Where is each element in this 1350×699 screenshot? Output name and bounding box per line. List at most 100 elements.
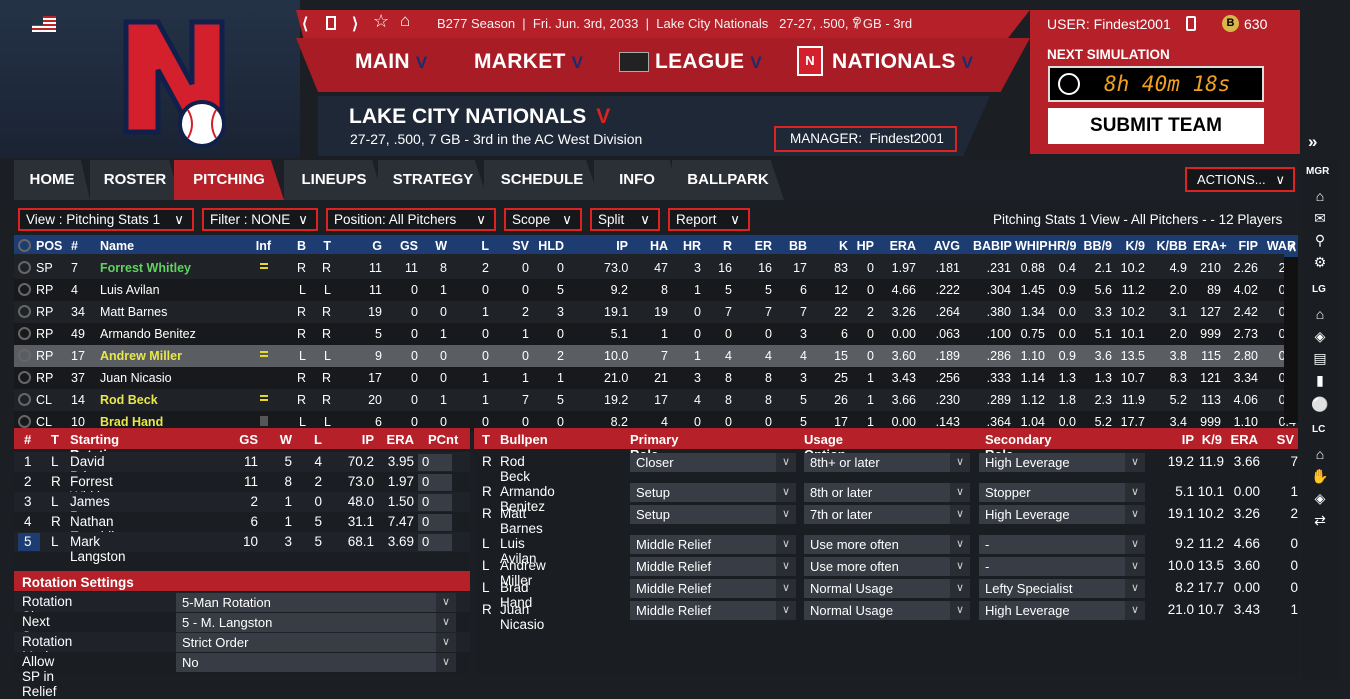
secondary-role-dropdown[interactable]: Lefty Specialist <box>979 579 1145 598</box>
tab-lineups[interactable]: LINEUPS <box>284 160 384 200</box>
secondary-role-dropdown[interactable]: Stopper <box>979 483 1145 502</box>
usage-option-dropdown[interactable]: 8th or later <box>804 483 970 502</box>
table-row[interactable]: SP 7 Forrest Whitley R R 11 11 8 2 0 0 73.0 47 3 16 16 1… <box>14 257 1296 279</box>
split-dropdown[interactable]: Split ∨ <box>590 208 660 231</box>
bullpen-cell-k9: 11.9 <box>1198 454 1224 469</box>
report-dropdown[interactable]: Report ∨ <box>668 208 750 231</box>
tab-schedule[interactable]: SCHEDULE <box>484 160 600 200</box>
pitch-count-input[interactable]: 0 <box>418 514 452 531</box>
view-dropdown[interactable]: View : Pitching Stats 1 ∨ <box>18 208 194 231</box>
row-select-radio[interactable] <box>18 283 31 296</box>
stat-cell-b: L <box>299 415 306 429</box>
setting-dropdown[interactable]: 5-Man Rotation <box>176 593 456 612</box>
primary-role-dropdown[interactable]: Closer <box>630 453 796 472</box>
setting-dropdown[interactable]: 5 - M. Langston <box>176 613 456 632</box>
rotation-row[interactable] <box>14 512 470 532</box>
double-chevron-icon[interactable]: » <box>1308 132 1318 151</box>
primary-role-dropdown[interactable]: Middle Relief <box>630 535 796 554</box>
tab-roster[interactable]: ROSTER <box>90 160 180 200</box>
arrows-icon[interactable]: ⇄ <box>1314 512 1326 528</box>
page-icon[interactable] <box>326 16 336 30</box>
nav-market[interactable]: MARKET V <box>474 50 583 74</box>
rotation-row[interactable] <box>14 492 470 512</box>
row-select-radio[interactable] <box>18 393 31 406</box>
usage-option-dropdown[interactable]: Use more often <box>804 557 970 576</box>
us-flag-icon[interactable] <box>32 16 56 32</box>
setting-dropdown[interactable]: No <box>176 653 456 672</box>
chevron-down-icon[interactable]: V <box>596 105 611 128</box>
submit-team-button[interactable]: SUBMIT TEAM <box>1048 108 1264 144</box>
primary-role-dropdown[interactable]: Middle Relief <box>630 557 796 576</box>
pitch-count-input[interactable]: 0 <box>418 494 452 511</box>
stats-scrollbar[interactable] <box>1284 257 1298 423</box>
baseball-icon[interactable]: ⚪ <box>1311 396 1329 412</box>
secondary-role-dropdown[interactable]: High Leverage <box>979 601 1145 620</box>
gear-icon[interactable]: ⚙ <box>1313 254 1327 270</box>
home-icon[interactable]: ⌂ <box>1315 306 1325 322</box>
card-icon[interactable]: ▤ <box>1313 350 1327 366</box>
bar-chart-icon[interactable]: ▮ <box>1316 372 1324 388</box>
nav-main[interactable]: MAIN V <box>355 50 428 74</box>
table-row[interactable]: RP 17 Andrew Miller L L 9 0 0 0 0 2 10.0 7 1 4 4 4 15 0 3.6… <box>14 345 1296 367</box>
phone-icon[interactable] <box>1186 16 1196 31</box>
setting-dropdown[interactable]: Strict Order <box>176 633 456 652</box>
rotation-row[interactable] <box>14 452 470 472</box>
filter-dropdown[interactable]: Filter : NONE ∨ <box>202 208 318 231</box>
search-icon[interactable]: ⚲ <box>852 14 863 30</box>
usage-option-dropdown[interactable]: Normal Usage <box>804 601 970 620</box>
diamond-icon[interactable]: ◈ <box>1314 328 1326 344</box>
usage-option-dropdown[interactable]: 8th+ or later <box>804 453 970 472</box>
pitch-count-input[interactable]: 0 <box>418 534 452 551</box>
home-icon[interactable]: ⌂ <box>400 11 411 30</box>
table-row[interactable]: RP 49 Armando Benitez R R 5 0 1 0 1 0 5.1 1 0 0 0 3 6 0 0.0… <box>14 323 1296 345</box>
secondary-role-dropdown[interactable]: High Leverage <box>979 505 1145 524</box>
mail-icon[interactable]: ✉ <box>1314 210 1326 226</box>
row-select-radio[interactable] <box>18 327 31 340</box>
row-select-radio[interactable] <box>18 371 31 384</box>
table-row[interactable]: RP 34 Matt Barnes R R 19 0 0 1 2 3 19.1 19 0 7 7 7 22 2 3.2… <box>14 301 1296 323</box>
row-select-radio[interactable] <box>18 261 31 274</box>
home-icon[interactable]: ⌂ <box>1315 446 1325 462</box>
primary-role-dropdown[interactable]: Middle Relief <box>630 601 796 620</box>
primary-role-dropdown[interactable]: Middle Relief <box>630 579 796 598</box>
tab-ballpark[interactable]: BALLPARK <box>672 160 784 200</box>
tab-home[interactable]: HOME <box>14 160 90 200</box>
usage-option-dropdown[interactable]: 7th or later <box>804 505 970 524</box>
star-icon[interactable]: ☆ <box>373 11 390 31</box>
table-row[interactable]: RP 4 Luis Avilan L L 11 0 1 0 0 5 9.2 8 1 5 5 6 12 0 4.66 .2… <box>14 279 1296 301</box>
rotation-cell-era: 3.95 <box>387 454 414 469</box>
table-row[interactable]: RP 37 Juan Nicasio R R 17 0 0 1 1 1 21.0 21 3 8 8 3 25 1 3.… <box>14 367 1296 389</box>
pitch-count-input[interactable]: 0 <box>418 454 452 471</box>
glove-icon[interactable]: ✋ <box>1311 468 1329 484</box>
position-dropdown[interactable]: Position: All Pitchers ∨ <box>326 208 496 231</box>
row-select-radio[interactable] <box>18 415 31 428</box>
table-row[interactable]: CL 14 Rod Beck R R 20 0 1 1 7 5 19.2 17 4 8 8 5 26 1 3.66.2… <box>14 389 1296 411</box>
rotation-row[interactable] <box>14 472 470 492</box>
pitch-count-input[interactable]: 0 <box>418 474 452 491</box>
row-select-radio[interactable] <box>18 305 31 318</box>
stat-cell-erap: 210 <box>1200 261 1221 275</box>
stat-cell-hr9: 1.3 <box>1058 371 1076 385</box>
secondary-role-dropdown[interactable]: - <box>979 557 1145 576</box>
tab-pitching[interactable]: PITCHING <box>174 160 284 200</box>
diamond-icon[interactable]: ◈ <box>1314 490 1326 506</box>
usage-option-dropdown[interactable]: Use more often <box>804 535 970 554</box>
actions-dropdown[interactable]: ACTIONS... ∨ <box>1185 167 1295 192</box>
primary-role-dropdown[interactable]: Setup <box>630 505 796 524</box>
stat-cell-hp: 0 <box>867 327 874 341</box>
search-icon[interactable]: ⚲ <box>1314 232 1326 248</box>
secondary-role-dropdown[interactable]: - <box>979 535 1145 554</box>
scope-dropdown[interactable]: Scope ∨ <box>504 208 582 231</box>
secondary-role-dropdown[interactable]: High Leverage <box>979 453 1145 472</box>
nav-team[interactable]: NATIONALS V <box>832 50 973 74</box>
row-select-radio[interactable] <box>18 349 31 362</box>
back-arrow-icon[interactable]: ⟨ <box>302 16 309 33</box>
tab-info[interactable]: INFO <box>594 160 680 200</box>
tab-strategy[interactable]: STRATEGY <box>378 160 488 200</box>
primary-role-dropdown[interactable]: Setup <box>630 483 796 502</box>
home-icon[interactable]: ⌂ <box>1315 188 1325 204</box>
forward-arrow-icon[interactable]: ⟩ <box>352 16 359 33</box>
rotation-row[interactable] <box>14 532 470 552</box>
usage-option-dropdown[interactable]: Normal Usage <box>804 579 970 598</box>
nav-league[interactable]: LEAGUE V <box>655 50 762 74</box>
